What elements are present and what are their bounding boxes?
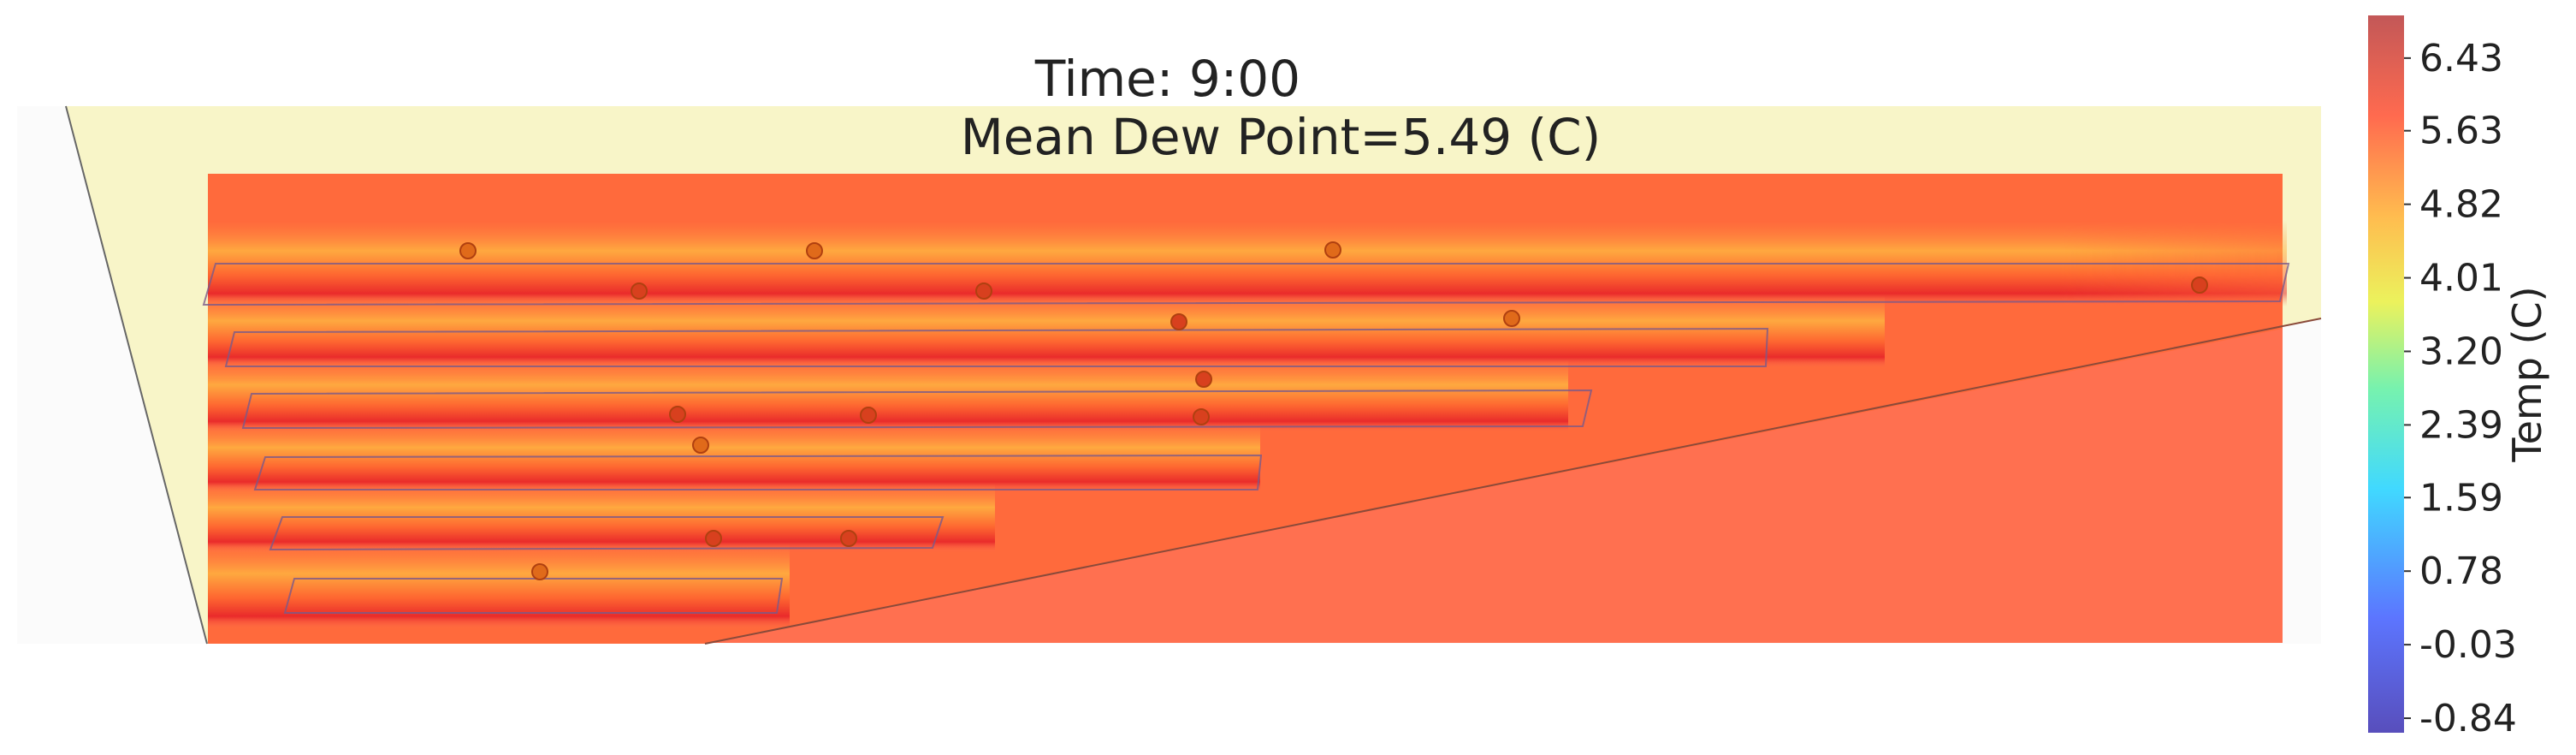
- sensor-point: [1170, 313, 1187, 330]
- sensor-point: [705, 530, 722, 547]
- sensor-point: [1324, 241, 1341, 259]
- colorbar: 6.43 5.63 4.82 4.01 3.20 2.39 1.59 0.78 -0.03 -0.…: [2368, 15, 2550, 740]
- sensor-point: [806, 242, 823, 259]
- sensor-point: [1195, 371, 1212, 388]
- colorbar-tick-label: 1.59: [2419, 476, 2503, 520]
- sensor-point: [1193, 408, 1210, 425]
- sensor-point: [459, 242, 477, 259]
- sensor-points: [459, 241, 2208, 580]
- chart-subtitle: Mean Dew Point=5.49 (C): [961, 108, 1602, 166]
- sensor-point: [975, 282, 992, 300]
- colorbar-gradient: [2368, 15, 2404, 733]
- colorbar-ticks: 6.43 5.63 4.82 4.01 3.20 2.39 1.59 0.78 -0.03 -0.…: [2404, 37, 2517, 740]
- sensor-point: [631, 282, 648, 300]
- sensor-point: [669, 406, 686, 423]
- colorbar-label: Temp (C): [2504, 286, 2550, 462]
- sensor-point: [692, 437, 709, 454]
- sensor-point: [860, 407, 877, 424]
- sensor-point: [840, 530, 857, 547]
- chart-title: Time: 9:00: [1034, 50, 1300, 108]
- boundary-line-right: [704, 318, 2322, 645]
- colorbar-tick-label: 0.78: [2419, 550, 2503, 593]
- colorbar-tick-label: -0.84: [2419, 697, 2517, 740]
- colorbar-tick-label: 2.39: [2419, 403, 2503, 447]
- colorbar-tick-label: 6.43: [2419, 37, 2503, 80]
- colorbar-tick-label: 4.82: [2419, 183, 2503, 227]
- boundary-line-left: [65, 105, 208, 645]
- colorbar-tick-label: 3.20: [2419, 330, 2503, 373]
- sensor-point: [531, 563, 548, 580]
- bench-outlines: [202, 263, 2290, 614]
- colorbar-tick-label: -0.03: [2419, 623, 2517, 667]
- sensor-point: [2191, 276, 2208, 294]
- colorbar-tick-label: 4.01: [2419, 257, 2503, 300]
- colorbar-tick-label: 5.63: [2419, 110, 2503, 153]
- sensor-point: [1503, 310, 1520, 327]
